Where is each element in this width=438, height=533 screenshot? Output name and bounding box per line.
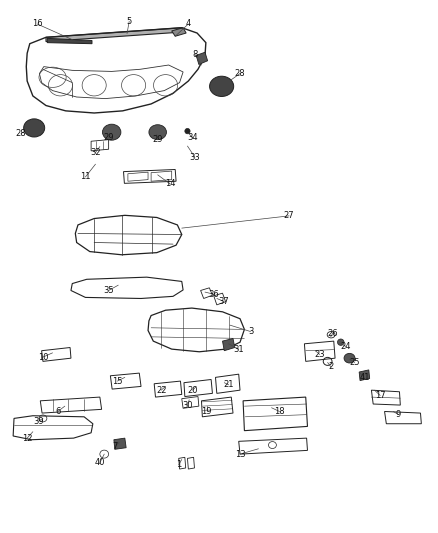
Text: 11: 11 xyxy=(80,173,91,181)
Text: 19: 19 xyxy=(201,407,212,416)
Text: 7: 7 xyxy=(112,442,117,451)
Text: 9: 9 xyxy=(396,410,401,419)
Ellipse shape xyxy=(185,128,190,134)
Ellipse shape xyxy=(102,124,121,140)
Polygon shape xyxy=(47,38,92,44)
Text: 34: 34 xyxy=(187,133,198,142)
Text: 28: 28 xyxy=(235,69,245,78)
Text: 29: 29 xyxy=(103,133,114,142)
Polygon shape xyxy=(46,28,183,42)
Text: 31: 31 xyxy=(233,345,244,353)
Text: 1: 1 xyxy=(176,461,181,469)
Ellipse shape xyxy=(210,76,234,96)
Text: 37: 37 xyxy=(218,297,229,305)
Text: 17: 17 xyxy=(375,391,385,400)
Text: 12: 12 xyxy=(22,434,32,442)
Text: 29: 29 xyxy=(152,135,163,144)
Text: 30: 30 xyxy=(182,401,193,409)
Text: 28: 28 xyxy=(16,129,26,138)
Ellipse shape xyxy=(344,353,355,363)
Ellipse shape xyxy=(24,119,45,137)
Text: 13: 13 xyxy=(235,450,245,458)
Ellipse shape xyxy=(337,339,344,345)
Text: 22: 22 xyxy=(156,386,166,394)
Polygon shape xyxy=(223,338,235,351)
Text: 40: 40 xyxy=(95,458,105,467)
Text: 25: 25 xyxy=(350,358,360,367)
Text: 10: 10 xyxy=(38,353,48,361)
Text: 20: 20 xyxy=(187,386,198,394)
Text: 27: 27 xyxy=(284,212,294,220)
Text: 39: 39 xyxy=(33,417,44,425)
Polygon shape xyxy=(196,52,208,64)
Text: 41: 41 xyxy=(359,373,370,382)
Text: 16: 16 xyxy=(32,20,42,28)
Text: 2: 2 xyxy=(328,362,333,371)
Text: 23: 23 xyxy=(314,350,325,359)
Text: 14: 14 xyxy=(165,180,175,188)
Text: 32: 32 xyxy=(90,148,101,157)
Text: 33: 33 xyxy=(190,153,200,161)
Text: 21: 21 xyxy=(223,381,234,389)
Text: 36: 36 xyxy=(208,290,219,298)
Text: 35: 35 xyxy=(103,286,114,295)
Text: 24: 24 xyxy=(341,342,351,351)
Ellipse shape xyxy=(149,125,166,140)
Text: 3: 3 xyxy=(248,327,253,336)
Text: 26: 26 xyxy=(328,329,338,337)
Polygon shape xyxy=(114,438,126,449)
Text: 5: 5 xyxy=(127,17,132,26)
Text: 6: 6 xyxy=(55,407,60,416)
Polygon shape xyxy=(359,370,370,381)
Text: 8: 8 xyxy=(192,50,198,59)
Text: 18: 18 xyxy=(274,407,285,416)
Text: 15: 15 xyxy=(112,377,123,385)
Text: 4: 4 xyxy=(186,20,191,28)
Polygon shape xyxy=(172,28,186,36)
